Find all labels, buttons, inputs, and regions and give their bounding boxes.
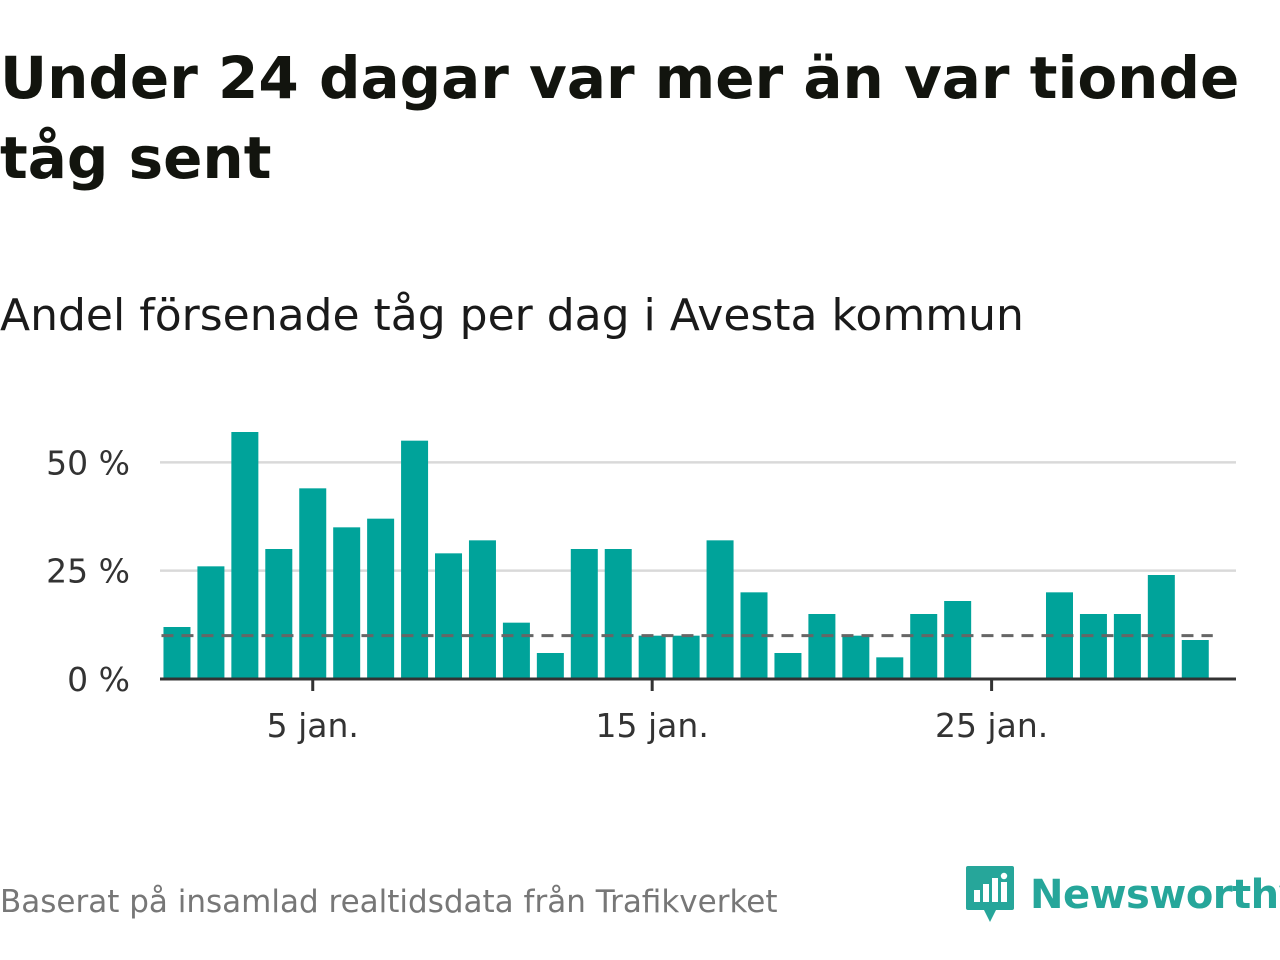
source-note: Baserat på insamlad realtidsdata från Tr… [0,884,778,920]
bar-day-23 [910,614,938,679]
bar-day-20 [808,614,836,679]
bar-day-28 [1079,614,1107,679]
bar-day-14 [604,549,632,679]
bar-day-30 [1147,575,1175,679]
chart-title: Under 24 dagar var mer än var tionde tåg… [0,44,1240,192]
bar-day-5 [299,488,327,679]
bar-day-16 [672,635,700,679]
bar-day-31 [1181,640,1209,679]
bar-day-9 [435,553,463,679]
x-tick-label: 5 jan. [267,706,359,745]
bar-day-13 [570,549,598,679]
x-tick-label: 15 jan. [596,706,709,745]
x-tick-label: 25 jan. [935,706,1048,745]
bar-day-2 [197,566,225,679]
y-tick-label: 0 % [67,660,130,699]
y-tick-label: 50 % [46,443,130,482]
bar-day-12 [536,653,564,679]
bar-day-10 [468,540,496,679]
bar-day-7 [367,518,395,679]
bar-day-11 [502,622,530,679]
bar-day-6 [333,527,361,679]
brand-name: Newsworthy [1030,872,1280,918]
bar-day-15 [638,635,666,679]
bars [163,432,1209,679]
bar-day-8 [401,440,429,679]
bar-day-21 [842,635,870,679]
bar-day-4 [265,549,293,679]
bar-day-29 [1113,614,1141,679]
brand: Newsworthy [964,864,1280,926]
bar-chart: 0 % 25 % 50 % 5 jan. 15 jan. 25 jan. [46,432,1236,745]
y-tick-label: 25 % [46,552,130,591]
bar-day-3 [231,432,259,679]
x-axis: 5 jan. 15 jan. 25 jan. [160,677,1236,745]
bar-day-19 [774,653,802,679]
bar-day-24 [944,601,972,679]
newsworthy-logo-icon [966,866,1014,922]
y-axis-labels: 0 % 25 % 50 % [46,443,130,699]
chart-subtitle: Andel försenade tåg per dag i Avesta kom… [0,290,1024,341]
bar-day-17 [706,540,734,679]
bar-day-22 [876,657,904,679]
